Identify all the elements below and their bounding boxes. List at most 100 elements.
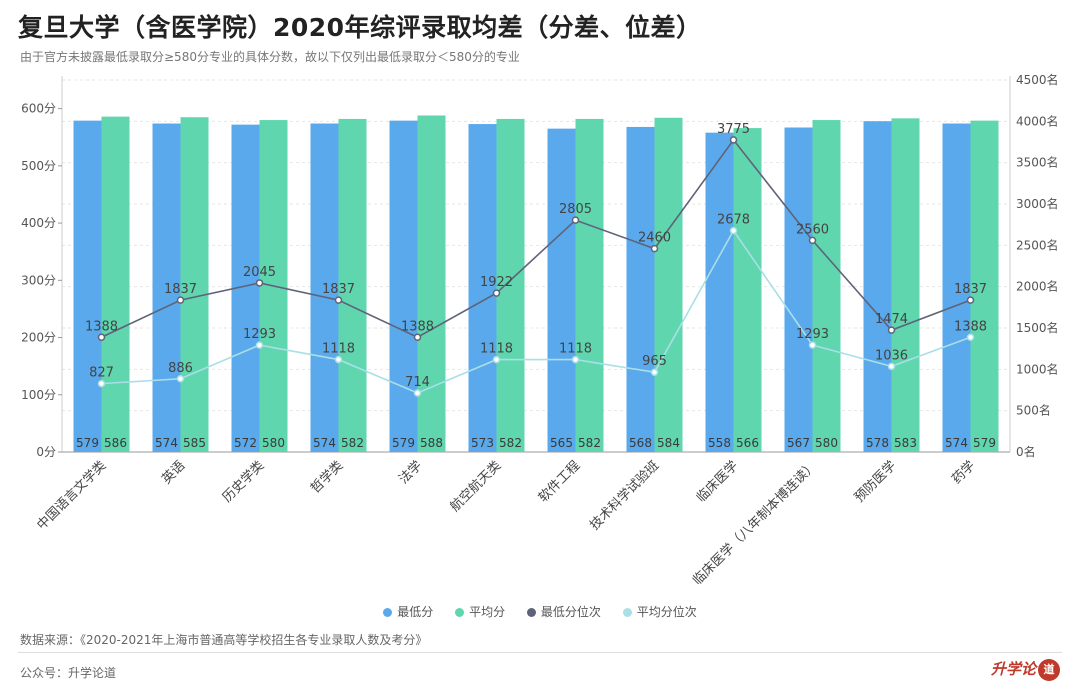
data-point [334, 355, 343, 364]
legend-label-min-rank: 最低分位次 [540, 605, 601, 619]
data-point [492, 355, 501, 364]
y-left-tick-label: 600分 [21, 102, 56, 116]
legend-dot-min-score [383, 608, 393, 617]
brand-logo: 升学论道 [991, 658, 1060, 681]
data-point [176, 296, 185, 304]
y-left-tick-label: 100分 [21, 388, 56, 402]
data-point-label: 1036 [875, 348, 908, 363]
data-point [571, 216, 580, 224]
bar [547, 128, 576, 452]
data-point [413, 389, 422, 397]
bar-value-label: 582 [578, 436, 601, 450]
y-right-tick-label: 3000名 [1016, 196, 1059, 211]
bar [389, 120, 418, 452]
y-right-tick-label: 1500名 [1016, 320, 1059, 335]
data-point-label: 1293 [243, 327, 276, 342]
y-right-tick-label: 4000名 [1016, 113, 1059, 128]
y-right-tick-label: 2000名 [1016, 279, 1059, 294]
combo-chart: 0分 100分 200分 300分 400分 500分 600分 0名 500名 1000名 150… [21, 72, 1059, 588]
account-name: 公众号：升学论道 [20, 666, 117, 680]
bar-value-label: 588 [420, 436, 443, 450]
bar [654, 117, 683, 452]
data-source: 数据来源：《2020-2021年上海市普通高等学校招生各专业录取人数及考分》 [20, 633, 428, 647]
bar-value-label: 574 [313, 436, 336, 450]
data-point-label: 1837 [164, 282, 197, 297]
bar [784, 127, 813, 453]
bar [626, 126, 655, 452]
data-point [650, 368, 659, 376]
y-left-tick-label: 0分 [36, 445, 56, 459]
legend: 最低分 平均分 最低分位次 平均分位次 [0, 603, 1080, 620]
data-point [255, 341, 264, 349]
x-tick-label: 法学 [396, 458, 426, 488]
data-point-label: 965 [642, 354, 667, 369]
data-point-label: 2678 [717, 213, 750, 228]
bar [863, 121, 892, 453]
x-tick-label: 哲学类 [307, 458, 346, 497]
data-point-label: 2460 [638, 231, 671, 246]
legend-item-avg-score[interactable]: 平均分 [455, 603, 505, 620]
bar-value-label: 584 [657, 436, 680, 450]
data-point-label: 1293 [796, 327, 829, 342]
bar-value-label: 558 [708, 436, 731, 450]
data-point-label: 1837 [954, 282, 987, 297]
bar-value-label: 580 [815, 436, 838, 450]
x-tick-label: 技术科学试验班 [587, 458, 663, 534]
data-point-label: 1474 [875, 312, 908, 327]
bar [152, 123, 181, 452]
legend-item-min-score[interactable]: 最低分 [383, 603, 433, 620]
bar [705, 132, 734, 452]
legend-label-avg-score: 平均分 [469, 605, 506, 619]
series-line [101, 138, 971, 339]
y-left-tick-label: 400分 [21, 216, 56, 230]
data-point-label: 3775 [717, 122, 750, 137]
bar-value-label: 579 [392, 436, 415, 450]
bar-value-label: 582 [499, 436, 522, 450]
brand-logo-text: 升学论 [990, 660, 1036, 678]
bar [338, 118, 367, 452]
data-point-label: 1118 [322, 342, 355, 357]
bar-value-label: 578 [866, 436, 889, 450]
chart-subtitle: 由于官方未披露最低录取分≥580分专业的具体分数，故以下仅列出最低录取分＜580… [20, 50, 520, 64]
x-tick-label: 中国语言文学类 [34, 458, 110, 534]
data-point [413, 333, 422, 342]
y-left-tick-label: 200分 [21, 331, 56, 345]
bar [970, 120, 999, 452]
bar-value-label: 580 [262, 436, 285, 450]
legend-item-avg-rank[interactable]: 平均分位次 [622, 603, 697, 620]
data-point [808, 236, 817, 245]
bar-value-label: 565 [550, 436, 573, 450]
data-point-label: 2560 [796, 222, 829, 237]
data-point [97, 379, 106, 388]
bar-value-label: 586 [104, 436, 127, 450]
data-point-label: 1922 [480, 275, 513, 290]
bar-value-label: 582 [341, 436, 364, 450]
data-point-label: 1388 [85, 319, 118, 334]
y-right-tick-label: 3500名 [1016, 155, 1059, 170]
legend-dot-min-rank [526, 608, 536, 617]
bar-value-label: 583 [894, 436, 917, 450]
x-tick-label: 英语 [159, 458, 188, 487]
data-point [887, 326, 896, 334]
y-left-tick-label: 300分 [21, 273, 56, 287]
y-right-tick-label: 4500名 [1016, 72, 1059, 87]
data-point-label: 1388 [954, 319, 987, 334]
data-point-label: 827 [89, 366, 114, 381]
data-point [571, 355, 580, 364]
bar-value-label: 579 [76, 436, 99, 450]
bar-value-label: 568 [629, 436, 652, 450]
data-point-label: 2045 [243, 265, 276, 280]
legend-item-min-rank[interactable]: 最低分位次 [526, 603, 601, 620]
legend-dot-avg-score [455, 608, 465, 617]
x-tick-label: 航空航天类 [447, 458, 504, 515]
bar-value-label: 574 [155, 436, 178, 450]
bar-value-label: 579 [973, 436, 996, 450]
data-point [176, 375, 185, 383]
data-point [255, 279, 264, 287]
y-right-tick-label: 500名 [1016, 403, 1051, 418]
data-point-label: 1837 [322, 282, 355, 297]
legend-dot-avg-rank [622, 608, 632, 617]
bar-value-label: 566 [736, 436, 759, 450]
brand-seal: 道 [1038, 659, 1060, 681]
data-point [966, 333, 975, 342]
